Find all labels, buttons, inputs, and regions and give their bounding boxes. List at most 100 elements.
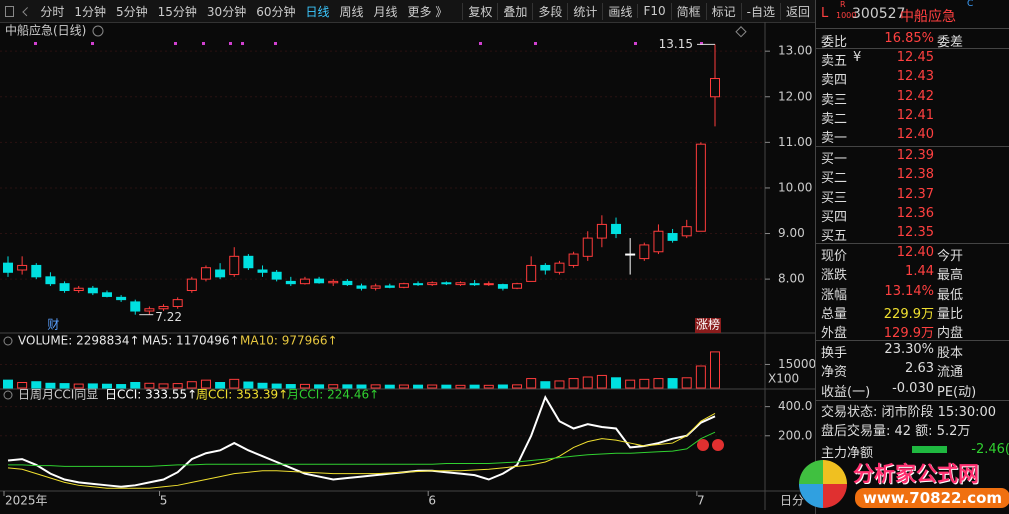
candle-body [271, 271, 282, 280]
period-tab[interactable]: 15分钟 [157, 4, 197, 19]
period-tab[interactable]: 更多 》 [407, 4, 448, 19]
annotation-label: 13.15 [659, 37, 693, 51]
divider [816, 146, 1009, 147]
x-tick-label: 7 [697, 494, 705, 508]
volume-bar [215, 382, 226, 389]
y-tick-label: 200.0 [778, 428, 812, 442]
volume-bar [526, 378, 537, 389]
candle-body [695, 143, 706, 232]
flow-label: 主力净额 [821, 446, 874, 461]
volume-bar [639, 378, 650, 389]
period-tab[interactable]: 分时 [40, 4, 65, 19]
signal-dots [34, 42, 703, 45]
stock-code: 300527 [852, 6, 906, 22]
candle-body [427, 282, 438, 286]
stat-value: 23.30% [884, 342, 934, 357]
candle-body [130, 301, 141, 312]
volume-bar [342, 384, 353, 389]
tool-button[interactable]: 统计 [567, 2, 602, 20]
order-label: 买一 [821, 152, 848, 167]
candle-body [299, 278, 310, 285]
tool-button[interactable]: 返回 [779, 2, 815, 20]
divider [816, 48, 1009, 49]
volume-bar [625, 379, 636, 389]
candle-body [116, 296, 127, 301]
watermark: 分析家公式网 www.70822.com [795, 456, 1009, 514]
legend-item: 日CCI: 333.55↑ [105, 388, 197, 402]
candle-body [413, 283, 424, 286]
legend-item: MA5: 1170496↑ [142, 334, 240, 348]
volume-bar [441, 384, 452, 389]
badge: R [840, 0, 846, 9]
period-tab[interactable]: 月线 [373, 4, 398, 19]
stat-label: 涨跌 [821, 268, 848, 284]
signal-badge [712, 439, 724, 451]
volume-bar [73, 383, 84, 389]
flow-bar [912, 446, 947, 453]
period-tab[interactable]: 5分钟 [116, 4, 148, 19]
stat-value: 229.9万 [883, 306, 934, 322]
candle-body [172, 299, 183, 307]
candle-body [342, 280, 353, 286]
candle-body [186, 278, 197, 292]
tool-button[interactable]: 叠加 [497, 2, 532, 20]
legend-item: 月CCI: 224.46↑ [287, 388, 379, 402]
sell-icon: ¥ [853, 50, 862, 65]
candle-body [384, 285, 395, 288]
tool-button[interactable]: 简框 [670, 2, 706, 20]
period-tab[interactable]: 日线 [305, 4, 330, 19]
volume-bar [130, 382, 141, 389]
stat-label: 总量 [821, 306, 848, 322]
period-tab[interactable]: 周线 [339, 4, 364, 19]
tool-button[interactable]: -自选 [740, 2, 780, 20]
volume-bar [356, 384, 367, 389]
volume-bar [497, 384, 508, 389]
volume-bar [384, 384, 395, 389]
tool-button[interactable]: 画线 [602, 2, 637, 20]
stat-label: 净资 [821, 365, 848, 381]
period-tab[interactable]: 60分钟 [256, 4, 296, 19]
volume-bar [299, 383, 310, 389]
stat-value: 2.63 [905, 361, 934, 377]
period-tab[interactable]: 30分钟 [206, 4, 247, 19]
order-label: 买五 [821, 229, 848, 245]
row-label: 委比 [821, 35, 848, 50]
watermark-title: 分析家公式网 [853, 462, 979, 486]
candle-body [710, 78, 720, 98]
x-tick-label: 5 [160, 494, 168, 508]
volume-bar [172, 383, 183, 389]
volume-bar [59, 383, 70, 389]
volume-bar [158, 383, 169, 389]
volume-bar [512, 384, 523, 389]
y-tick-label: 11.00 [778, 135, 812, 149]
order-label: 卖三 [821, 92, 848, 108]
divider [816, 340, 1009, 341]
tool-button[interactable]: F10 [637, 4, 670, 18]
volume-bar [101, 383, 112, 389]
volume-bar [653, 378, 664, 389]
tool-button[interactable]: 复权 [462, 2, 497, 20]
volume-bar [45, 382, 56, 389]
axis-button[interactable]: 日分 [780, 494, 804, 508]
legend-item: VOLUME: 2298834↑ [18, 334, 140, 348]
y-tick-label: 12.00 [778, 89, 812, 103]
tool-button[interactable]: 多段 [532, 2, 567, 20]
nav-icon [5, 5, 14, 17]
candle-body [328, 280, 339, 284]
stat-label: 股本 [937, 346, 964, 361]
order-label: 卖四 [821, 73, 848, 89]
volume-bar [427, 384, 438, 389]
period-tab[interactable]: 1分钟 [74, 4, 106, 19]
candle-body [73, 287, 84, 292]
order-label: 卖五 [821, 54, 848, 69]
volume-bar [3, 379, 13, 389]
cci-line [8, 431, 716, 467]
candle-body [356, 285, 367, 289]
volume-bar [285, 384, 296, 389]
candle-body [144, 308, 155, 312]
tool-button[interactable]: 标记 [705, 2, 741, 20]
candle-body [101, 292, 112, 297]
candle-body [582, 237, 593, 257]
chart-bg [0, 23, 815, 514]
